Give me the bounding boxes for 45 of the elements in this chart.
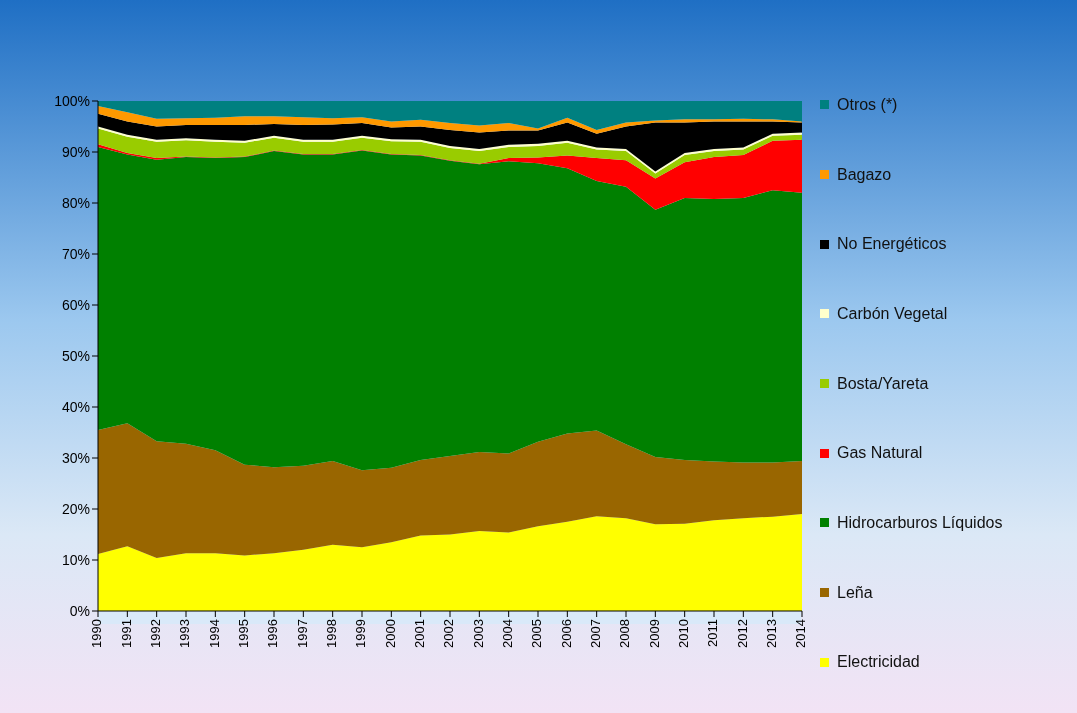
y-tick-label: 10% [61, 551, 90, 568]
x-tick-label: 1996 [265, 619, 281, 648]
y-tick-label: 40% [61, 398, 90, 415]
legend-label: Hidrocarburos Líquidos [837, 513, 1003, 532]
x-tick-label: 2003 [470, 619, 486, 648]
y-tick-label: 70% [61, 245, 90, 262]
x-tick-label: 1995 [235, 619, 251, 648]
x-tick-label: 2006 [558, 619, 574, 648]
x-tick-label: 2012 [734, 619, 750, 648]
legend-label: Bagazo [837, 165, 892, 184]
legend-label: Bosta/Yareta [837, 374, 929, 393]
y-tick-label: 20% [61, 500, 90, 517]
x-tick-label: 1998 [323, 619, 339, 648]
y-tick-label: 0% [69, 602, 90, 619]
x-tick-label: 2011 [705, 619, 721, 647]
y-tick-label: 90% [61, 143, 90, 160]
x-tick-label: 2010 [675, 619, 691, 648]
x-tick-label: 2005 [529, 619, 545, 648]
legend-label: Carbón Vegetal [837, 304, 948, 323]
y-tick-label: 60% [61, 296, 90, 313]
x-tick-label: 1990 [89, 619, 105, 648]
legend-label: Gas Natural [837, 444, 923, 463]
x-tick-label: 1994 [206, 619, 222, 648]
y-tick-label: 80% [61, 194, 90, 211]
x-tick-label: 1999 [353, 619, 369, 648]
y-tick-label: 50% [61, 347, 90, 364]
x-tick-label: 2007 [587, 619, 603, 648]
legend-label: Electricidad [837, 653, 920, 672]
x-tick-label: 2013 [763, 619, 779, 648]
x-tick-label: 1993 [177, 619, 193, 648]
x-tick-label: 1997 [294, 619, 310, 648]
legend-label: No Energéticos [837, 235, 947, 254]
x-tick-label: 2001 [411, 619, 427, 648]
legend-label: Leña [837, 583, 873, 602]
x-tick-label: 2000 [382, 619, 398, 648]
y-tick-label: 30% [61, 449, 90, 466]
y-tick-label: 100% [54, 92, 90, 109]
x-tick-label: 2014 [793, 619, 809, 648]
x-tick-label: 2004 [499, 619, 515, 648]
x-tick-label: 1992 [147, 619, 163, 648]
x-tick-label: 2002 [441, 619, 457, 648]
x-tick-label: 2009 [646, 619, 662, 648]
legend-label: Otros (*) [837, 95, 898, 114]
x-tick-label: 1991 [118, 619, 134, 648]
x-tick-label: 2008 [617, 619, 633, 648]
